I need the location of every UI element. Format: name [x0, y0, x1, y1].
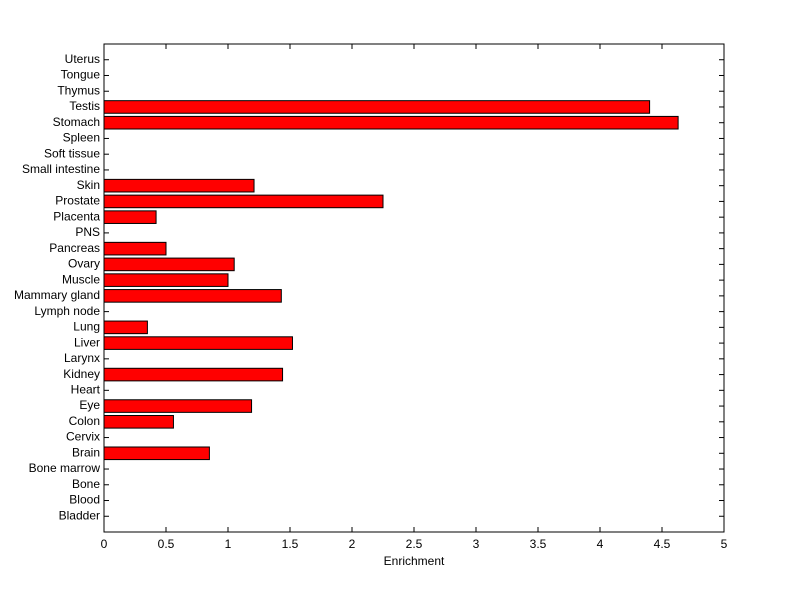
x-axis-label: Enrichment	[384, 554, 445, 568]
bar	[103, 289, 282, 303]
bar	[103, 273, 229, 287]
x-tick-label: 3.5	[530, 537, 547, 551]
y-tick-label: Tongue	[61, 68, 101, 82]
x-tick-label: 3	[473, 537, 480, 551]
bar	[103, 178, 255, 193]
y-tick-label: Colon	[69, 414, 100, 428]
y-tick-label: Lymph node	[34, 304, 100, 318]
y-tick-label: Blood	[69, 493, 100, 507]
bar	[103, 415, 174, 429]
y-tick-label: Ovary	[68, 257, 100, 271]
bar	[103, 320, 148, 335]
y-tick-label: Bladder	[59, 508, 100, 522]
y-tick-label: Bone marrow	[29, 461, 101, 475]
x-tick-label: 0	[101, 537, 108, 551]
x-tick-label: 1	[225, 537, 232, 551]
bar	[103, 257, 235, 272]
bar	[103, 399, 253, 413]
y-tick-label: Mammary gland	[14, 288, 100, 302]
x-tick-label: 4	[597, 537, 604, 551]
y-tick-label: Eye	[79, 398, 100, 412]
x-tick-label: 1.5	[282, 537, 299, 551]
x-tick-label: 2	[349, 537, 356, 551]
y-tick-label: Heart	[71, 382, 101, 396]
y-tick-label: Kidney	[63, 367, 100, 381]
y-tick-label: Small intestine	[22, 162, 100, 176]
y-tick-label: Bone	[72, 477, 100, 491]
bar	[103, 446, 210, 461]
bar	[103, 367, 284, 382]
y-tick-label: Cervix	[66, 430, 100, 444]
y-tick-label: Spleen	[63, 131, 100, 145]
y-tick-label: Pancreas	[49, 241, 100, 255]
x-tick-label: 2.5	[406, 537, 423, 551]
y-tick-label: Brain	[72, 445, 100, 459]
y-tick-label: Muscle	[62, 272, 100, 286]
y-tick-label: Placenta	[53, 209, 100, 223]
y-tick-label: Soft tissue	[44, 146, 100, 160]
bar	[103, 100, 651, 114]
x-tick-label: 5	[721, 537, 728, 551]
y-tick-label: Stomach	[53, 115, 100, 129]
x-tick-label: 0.5	[158, 537, 175, 551]
bar	[103, 210, 157, 224]
bar	[103, 194, 384, 209]
y-tick-label: Skin	[77, 178, 100, 192]
bar	[103, 241, 167, 256]
y-tick-label: Thymus	[57, 83, 100, 97]
y-tick-label: Prostate	[55, 194, 100, 208]
y-tick-label: Liver	[74, 335, 100, 349]
y-tick-label: Larynx	[64, 351, 100, 365]
bar	[103, 336, 293, 350]
y-tick-label: Lung	[73, 320, 100, 334]
x-tick-label: 4.5	[654, 537, 671, 551]
y-tick-label: Uterus	[65, 52, 100, 66]
y-tick-label: Testis	[69, 99, 100, 113]
y-tick-label: PNS	[75, 225, 100, 239]
bar	[103, 115, 679, 130]
